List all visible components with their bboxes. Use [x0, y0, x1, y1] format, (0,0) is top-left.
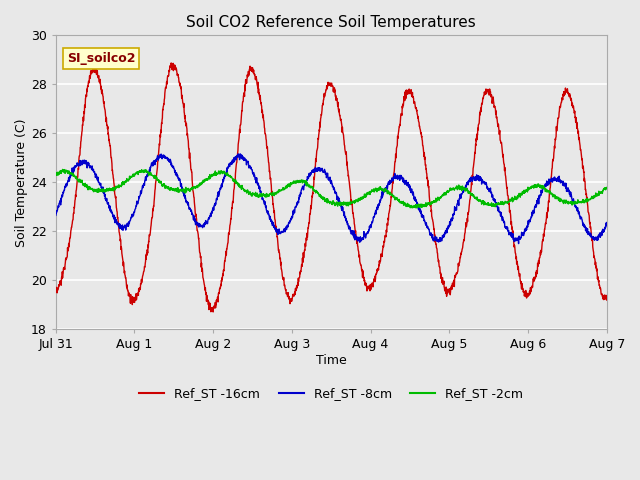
Text: SI_soilco2: SI_soilco2	[67, 52, 135, 65]
X-axis label: Time: Time	[316, 354, 347, 367]
Legend: Ref_ST -16cm, Ref_ST -8cm, Ref_ST -2cm: Ref_ST -16cm, Ref_ST -8cm, Ref_ST -2cm	[134, 383, 529, 406]
Title: Soil CO2 Reference Soil Temperatures: Soil CO2 Reference Soil Temperatures	[186, 15, 476, 30]
Y-axis label: Soil Temperature (C): Soil Temperature (C)	[15, 118, 28, 247]
